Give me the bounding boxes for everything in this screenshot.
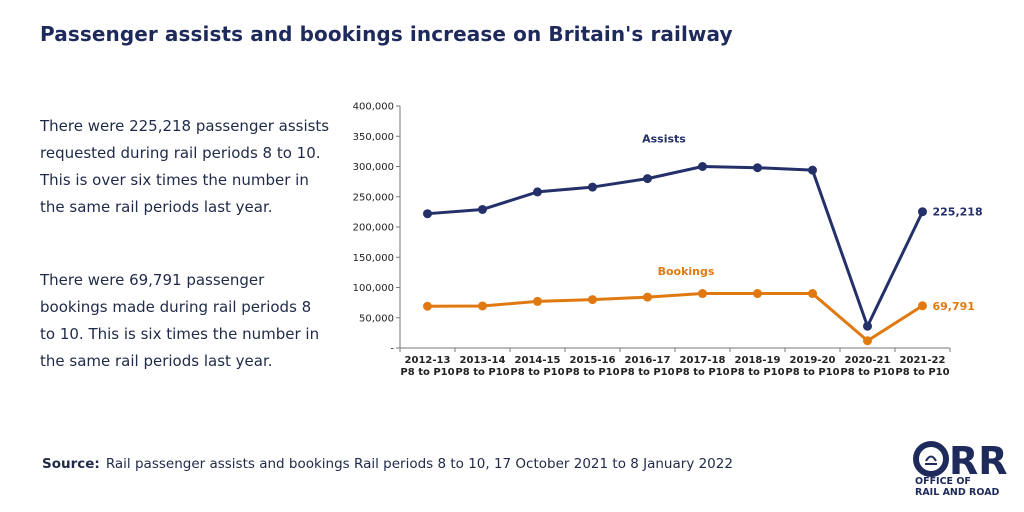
data-point-assists [533,187,542,197]
source-label: Source: [42,456,100,472]
y-tick-label: 100,000 [353,283,394,294]
data-point-bookings [808,289,817,299]
y-tick-label: 50,000 [359,313,394,324]
source-text: Rail passenger assists and bookings Rail… [105,456,733,472]
x-tick-label: 2014-15 [515,355,561,366]
data-point-bookings [478,301,487,311]
x-tick-sublabel: P8 to P10 [620,367,674,378]
logo-mark-text: RR [949,439,1008,483]
series-name-label: Assists [642,133,686,146]
data-point-assists [423,209,432,219]
data-point-assists [698,162,707,171]
x-tick-label: 2015-16 [570,355,616,366]
x-tick-sublabel: P8 to P10 [895,367,949,378]
x-tick-label: 2018-19 [735,355,781,366]
data-point-bookings [698,289,707,299]
data-point-assists [753,163,762,173]
x-tick-label: 2012-13 [405,355,451,366]
y-tick-label: - [390,344,394,355]
end-value-label: 225,218 [933,206,983,219]
logo-line2: RAIL AND ROAD [915,487,1000,498]
x-tick-sublabel: P8 to P10 [675,367,729,378]
x-tick-label: 2016-17 [625,355,671,366]
page-title: Passenger assists and bookings increase … [40,22,733,46]
data-point-bookings [753,289,762,299]
y-tick-label: 300,000 [353,162,394,173]
x-tick-label: 2017-18 [680,355,726,366]
bookings-paragraph: There were 69,791 passenger bookings mad… [40,271,320,370]
data-point-bookings [918,301,927,311]
data-point-assists [863,321,872,331]
data-point-bookings [423,301,432,311]
y-tick-label: 150,000 [353,253,394,264]
x-tick-sublabel: P8 to P10 [840,367,894,378]
data-point-bookings [643,292,652,302]
end-value-label: 69,791 [933,300,975,313]
x-tick-sublabel: P8 to P10 [400,367,454,378]
series-line-bookings [427,292,924,343]
data-point-bookings [863,336,872,346]
series-name-label: Bookings [658,265,715,278]
x-tick-sublabel: P8 to P10 [455,367,509,378]
x-tick-sublabel: P8 to P10 [785,367,839,378]
data-point-assists [588,182,597,192]
x-tick-label: 2021-22 [900,355,946,366]
data-point-assists [808,165,817,175]
assists-paragraph: There were 225,218 passenger assists req… [40,117,330,216]
data-point-bookings [588,295,597,305]
data-point-assists [918,207,927,217]
y-tick-label: 400,000 [353,102,394,113]
data-point-bookings [533,296,542,306]
y-tick-label: 250,000 [353,192,394,203]
data-point-assists [478,204,487,214]
y-tick-label: 350,000 [353,132,394,143]
x-tick-sublabel: P8 to P10 [510,367,564,378]
x-tick-sublabel: P8 to P10 [565,367,619,378]
x-tick-label: 2013-14 [460,355,506,366]
line-chart: - 50,000 100,000 150,000 200,000 250,000 300,0… [353,102,983,379]
x-tick-sublabel: P8 to P10 [730,367,784,378]
logo-line1: OFFICE OF [915,476,971,487]
data-point-assists [643,174,652,184]
x-tick-label: 2019-20 [790,355,836,366]
x-tick-label: 2020-21 [845,355,891,366]
series-line-assists [427,165,924,328]
logo-caption: OFFICE OF RAIL AND ROAD [915,476,999,498]
y-tick-label: 200,000 [353,223,394,234]
orr-logo: RR [913,439,1008,483]
source-line: Source: Rail passenger assists and bookin… [42,456,733,472]
